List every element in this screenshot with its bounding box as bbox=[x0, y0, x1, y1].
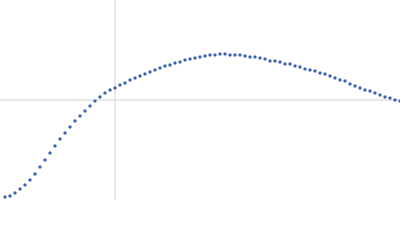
point bbox=[98, 95, 102, 99]
point bbox=[193, 56, 197, 60]
point bbox=[58, 137, 62, 141]
point bbox=[28, 178, 32, 182]
point bbox=[173, 61, 177, 65]
point bbox=[363, 88, 367, 92]
point bbox=[163, 64, 167, 68]
point bbox=[18, 187, 22, 191]
point bbox=[63, 131, 67, 135]
point bbox=[23, 183, 27, 187]
point bbox=[273, 59, 277, 63]
point bbox=[128, 78, 132, 82]
point bbox=[123, 81, 127, 85]
point bbox=[203, 54, 207, 58]
point bbox=[253, 55, 257, 59]
point bbox=[258, 56, 262, 60]
point bbox=[108, 88, 112, 92]
point bbox=[68, 125, 72, 129]
point bbox=[48, 151, 52, 155]
page: (() => { const data = JSON.parse(documen… bbox=[0, 0, 400, 200]
point bbox=[348, 82, 352, 86]
point bbox=[183, 58, 187, 62]
chart bbox=[0, 0, 400, 200]
point bbox=[383, 95, 387, 99]
point bbox=[158, 66, 162, 70]
point bbox=[288, 62, 292, 66]
point bbox=[148, 70, 152, 74]
point bbox=[313, 69, 317, 73]
point bbox=[263, 57, 267, 61]
point bbox=[168, 63, 172, 67]
point bbox=[278, 60, 282, 64]
point bbox=[73, 119, 77, 123]
point bbox=[228, 53, 232, 57]
point bbox=[373, 91, 377, 95]
point bbox=[43, 158, 47, 162]
point bbox=[293, 64, 297, 68]
point bbox=[233, 53, 237, 57]
point bbox=[178, 60, 182, 64]
point bbox=[153, 68, 157, 72]
point bbox=[368, 89, 372, 93]
point bbox=[188, 57, 192, 61]
point bbox=[208, 53, 212, 57]
point bbox=[388, 96, 392, 100]
point bbox=[13, 191, 17, 195]
point bbox=[113, 86, 117, 90]
point bbox=[243, 54, 247, 58]
point bbox=[78, 114, 82, 118]
point bbox=[53, 144, 57, 148]
point bbox=[353, 84, 357, 88]
point bbox=[38, 165, 42, 169]
point bbox=[248, 55, 252, 59]
point bbox=[333, 76, 337, 80]
point bbox=[338, 78, 342, 82]
point bbox=[143, 72, 147, 76]
point bbox=[393, 98, 397, 102]
point bbox=[83, 109, 87, 113]
point bbox=[213, 53, 217, 57]
point bbox=[283, 62, 287, 66]
point bbox=[138, 74, 142, 78]
point bbox=[358, 86, 362, 90]
point bbox=[118, 83, 122, 87]
point bbox=[93, 99, 97, 103]
point bbox=[223, 52, 227, 56]
point bbox=[318, 71, 322, 75]
point bbox=[303, 67, 307, 71]
point bbox=[33, 172, 37, 176]
point bbox=[328, 74, 332, 78]
point bbox=[268, 59, 272, 63]
point bbox=[133, 76, 137, 80]
point bbox=[218, 52, 222, 56]
point bbox=[323, 72, 327, 76]
point bbox=[8, 194, 12, 198]
point bbox=[378, 93, 382, 97]
point bbox=[103, 91, 107, 95]
point bbox=[298, 65, 302, 69]
point bbox=[308, 68, 312, 72]
point bbox=[343, 79, 347, 83]
point bbox=[238, 53, 242, 57]
point bbox=[3, 195, 7, 199]
point bbox=[88, 104, 92, 108]
point bbox=[198, 55, 202, 59]
